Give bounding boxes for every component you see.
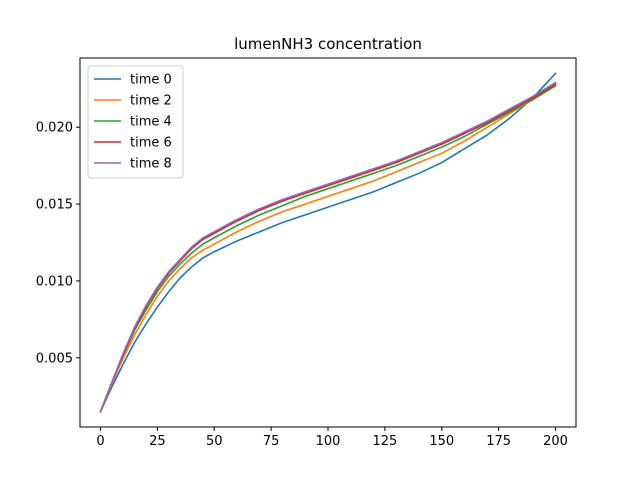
x-tick-label-2: 50: [206, 434, 223, 449]
legend-box: [87, 65, 184, 179]
x-tick-label-7: 175: [486, 434, 511, 449]
x-tick-label-5: 125: [372, 434, 397, 449]
y-tick-label-3: 0.020: [36, 121, 73, 136]
x-tick-label-1: 25: [149, 434, 166, 449]
x-tick-label-3: 75: [263, 434, 280, 449]
legend-label-0: time 0: [130, 73, 172, 88]
legend-label-2: time 4: [130, 115, 172, 130]
legend-label-3: time 6: [130, 136, 172, 151]
series-line-1: [99, 84, 557, 413]
y-axis: 0.005 0.010 0.015 0.020: [36, 121, 80, 366]
series-line-4: [99, 81, 557, 413]
series-line-2: [99, 84, 557, 413]
x-tick-label-4: 100: [316, 434, 341, 449]
legend-label-4: time 8: [130, 157, 172, 172]
legend-label-1: time 2: [130, 94, 172, 109]
series-layer: [99, 72, 557, 413]
legend: time 0 time 2 time 4 time 6 time 8: [87, 65, 184, 179]
y-tick-label-2: 0.015: [36, 198, 73, 213]
y-tick-label-1: 0.010: [36, 274, 73, 289]
series-line-3: [99, 83, 557, 413]
x-axis: 0 25 50 75 100 125 150 175 200: [96, 427, 568, 449]
chart-title: lumenNH3 concentration: [234, 35, 422, 53]
x-tick-label-8: 200: [543, 434, 568, 449]
y-tick-label-0: 0.005: [36, 351, 73, 366]
x-tick-label-6: 150: [429, 434, 454, 449]
x-tick-label-0: 0: [96, 434, 104, 449]
series-line-0: [99, 72, 557, 413]
